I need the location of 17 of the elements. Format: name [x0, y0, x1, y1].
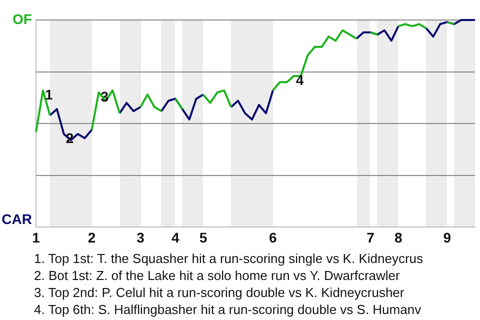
- text: 2. Bot 1st: Z. of the Lake hit a solo home run vs Y. Dwarfcrawler: [34, 267, 401, 284]
- text: 3. Top 2nd: P. Celul hit a run-scoring double vs K. Kidneycrusher: [34, 284, 406, 301]
- x-tick-label: 3: [136, 229, 145, 246]
- text: CAR: [2, 211, 32, 228]
- text: 4. Top 6th: S. Halflingbasher hit a run-scoring double vs S. Humanv: [34, 301, 422, 318]
- x-tick-label: 4: [171, 229, 180, 246]
- x-tick-label: 9: [443, 229, 452, 246]
- x-tick-label: 6: [269, 229, 278, 246]
- x-tick-label: 1: [32, 229, 40, 246]
- x-tick-label: 8: [394, 229, 402, 246]
- x-tick-label: 2: [88, 229, 96, 246]
- annotation: 4: [296, 72, 304, 88]
- text: OF: [12, 10, 32, 27]
- annotation: 1: [44, 86, 53, 102]
- x-tick-label: 7: [366, 229, 375, 246]
- x-tick-label: 5: [199, 229, 208, 246]
- text: 1. Top 1st: T. the Squasher hit a run-scoring single vs K. Kidneycrus: [34, 250, 424, 267]
